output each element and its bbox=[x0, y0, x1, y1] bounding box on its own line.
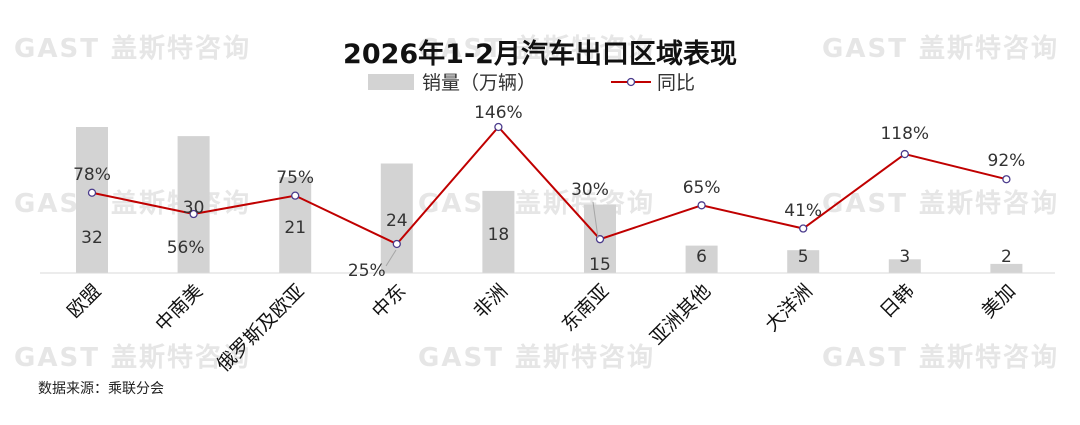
watermark-text: GAST 盖斯特咨询 bbox=[14, 188, 251, 219]
yoy-value-label: 75% bbox=[276, 168, 314, 188]
legend-label-sales: 销量（万辆） bbox=[422, 72, 536, 94]
category-label: 美加 bbox=[977, 280, 1019, 322]
yoy-value-label: 30% bbox=[571, 180, 609, 200]
yoy-labels: 78% 56% 75% 25% 146% 30% 65% 41% 118% 92% bbox=[73, 103, 1025, 281]
watermark-text: GAST 盖斯特咨询 bbox=[14, 342, 251, 373]
bar-value-label: 24 bbox=[386, 211, 408, 231]
yoy-value-label: 56% bbox=[167, 238, 205, 258]
category-label: 日韩 bbox=[876, 280, 918, 322]
legend-bar-swatch bbox=[368, 74, 414, 90]
category-label: 中南美 bbox=[151, 280, 207, 336]
yoy-value-label: 65% bbox=[683, 178, 721, 198]
source-note: 数据来源：乘联分会 bbox=[38, 381, 164, 397]
bar-美加 bbox=[990, 263, 1023, 273]
watermark-text: GAST 盖斯特咨询 bbox=[14, 33, 251, 64]
bar-series bbox=[76, 127, 1023, 273]
bar-亚洲其他 bbox=[685, 245, 718, 273]
yoy-value-label: 25% bbox=[348, 261, 386, 281]
category-label: 亚洲其他 bbox=[646, 280, 715, 349]
yoy-point-亚洲其他 bbox=[697, 201, 706, 210]
watermark-layer: GAST 盖斯特咨询 GAST 盖斯特咨询 GAST 盖斯特咨询 GAST 盖斯特咨询… bbox=[14, 33, 1059, 373]
legend-label-yoy: 同比 bbox=[657, 72, 695, 94]
bar-value-label: 32 bbox=[81, 228, 103, 248]
bar-value-label: 15 bbox=[589, 255, 611, 275]
leader-line bbox=[592, 201, 599, 239]
category-label: 中东 bbox=[368, 280, 410, 322]
yoy-point-非洲 bbox=[494, 122, 503, 132]
yoy-value-label: 78% bbox=[73, 165, 111, 185]
yoy-point-中南美 bbox=[189, 209, 198, 219]
yoy-point-日韩 bbox=[900, 149, 909, 159]
legend-line-marker bbox=[626, 77, 636, 87]
category-label: 大洋洲 bbox=[761, 280, 817, 336]
watermark-text: GAST 盖斯特咨询 bbox=[822, 342, 1059, 373]
yoy-point-大洋洲 bbox=[799, 224, 808, 233]
bar-中南美 bbox=[177, 136, 210, 273]
yoy-point-中东 bbox=[392, 239, 401, 249]
yoy-point-俄罗斯及欧亚 bbox=[291, 191, 300, 200]
bar-value-label: 30 bbox=[183, 198, 205, 218]
yoy-point-欧盟 bbox=[87, 188, 97, 197]
bar-value-label: 5 bbox=[798, 247, 809, 267]
category-label: 非洲 bbox=[469, 280, 511, 322]
yoy-value-label: 146% bbox=[474, 103, 523, 123]
category-label: 俄罗斯及欧亚 bbox=[213, 280, 309, 376]
bar-大洋洲 bbox=[787, 250, 820, 273]
watermark-text: GAST 盖斯特咨询 bbox=[418, 342, 655, 373]
bar-欧盟 bbox=[76, 127, 108, 273]
watermark-text: GAST 盖斯特咨询 bbox=[822, 33, 1059, 64]
yoy-value-label: 41% bbox=[784, 201, 822, 221]
yoy-point-美加 bbox=[1002, 175, 1011, 184]
watermark-text: GAST 盖斯特咨询 bbox=[418, 188, 655, 219]
bar-value-label: 21 bbox=[284, 218, 306, 238]
yoy-series bbox=[87, 122, 1011, 267]
bar-中东 bbox=[380, 163, 413, 273]
yoy-value-label: 92% bbox=[988, 151, 1026, 171]
watermark-text: GAST 盖斯特咨询 bbox=[822, 188, 1059, 219]
legend: 销量（万辆） 同比 bbox=[368, 72, 695, 94]
bar-value-label: 2 bbox=[1001, 247, 1012, 267]
watermark-text: GAST 盖斯特咨询 bbox=[418, 33, 655, 64]
bar-value-label: 18 bbox=[488, 225, 510, 245]
leader-line bbox=[385, 249, 397, 267]
chart-title: 2026年1-2月汽车出口区域表现 bbox=[343, 38, 737, 70]
bar-value-label: 3 bbox=[899, 247, 910, 267]
category-label: 欧盟 bbox=[63, 280, 105, 322]
yoy-value-label: 118% bbox=[880, 124, 929, 144]
bar-非洲 bbox=[482, 190, 515, 273]
yoy-line bbox=[91, 125, 1007, 246]
bar-日韩 bbox=[888, 259, 921, 273]
category-label: 东南亚 bbox=[558, 280, 614, 336]
bar-value-label: 6 bbox=[696, 247, 707, 267]
